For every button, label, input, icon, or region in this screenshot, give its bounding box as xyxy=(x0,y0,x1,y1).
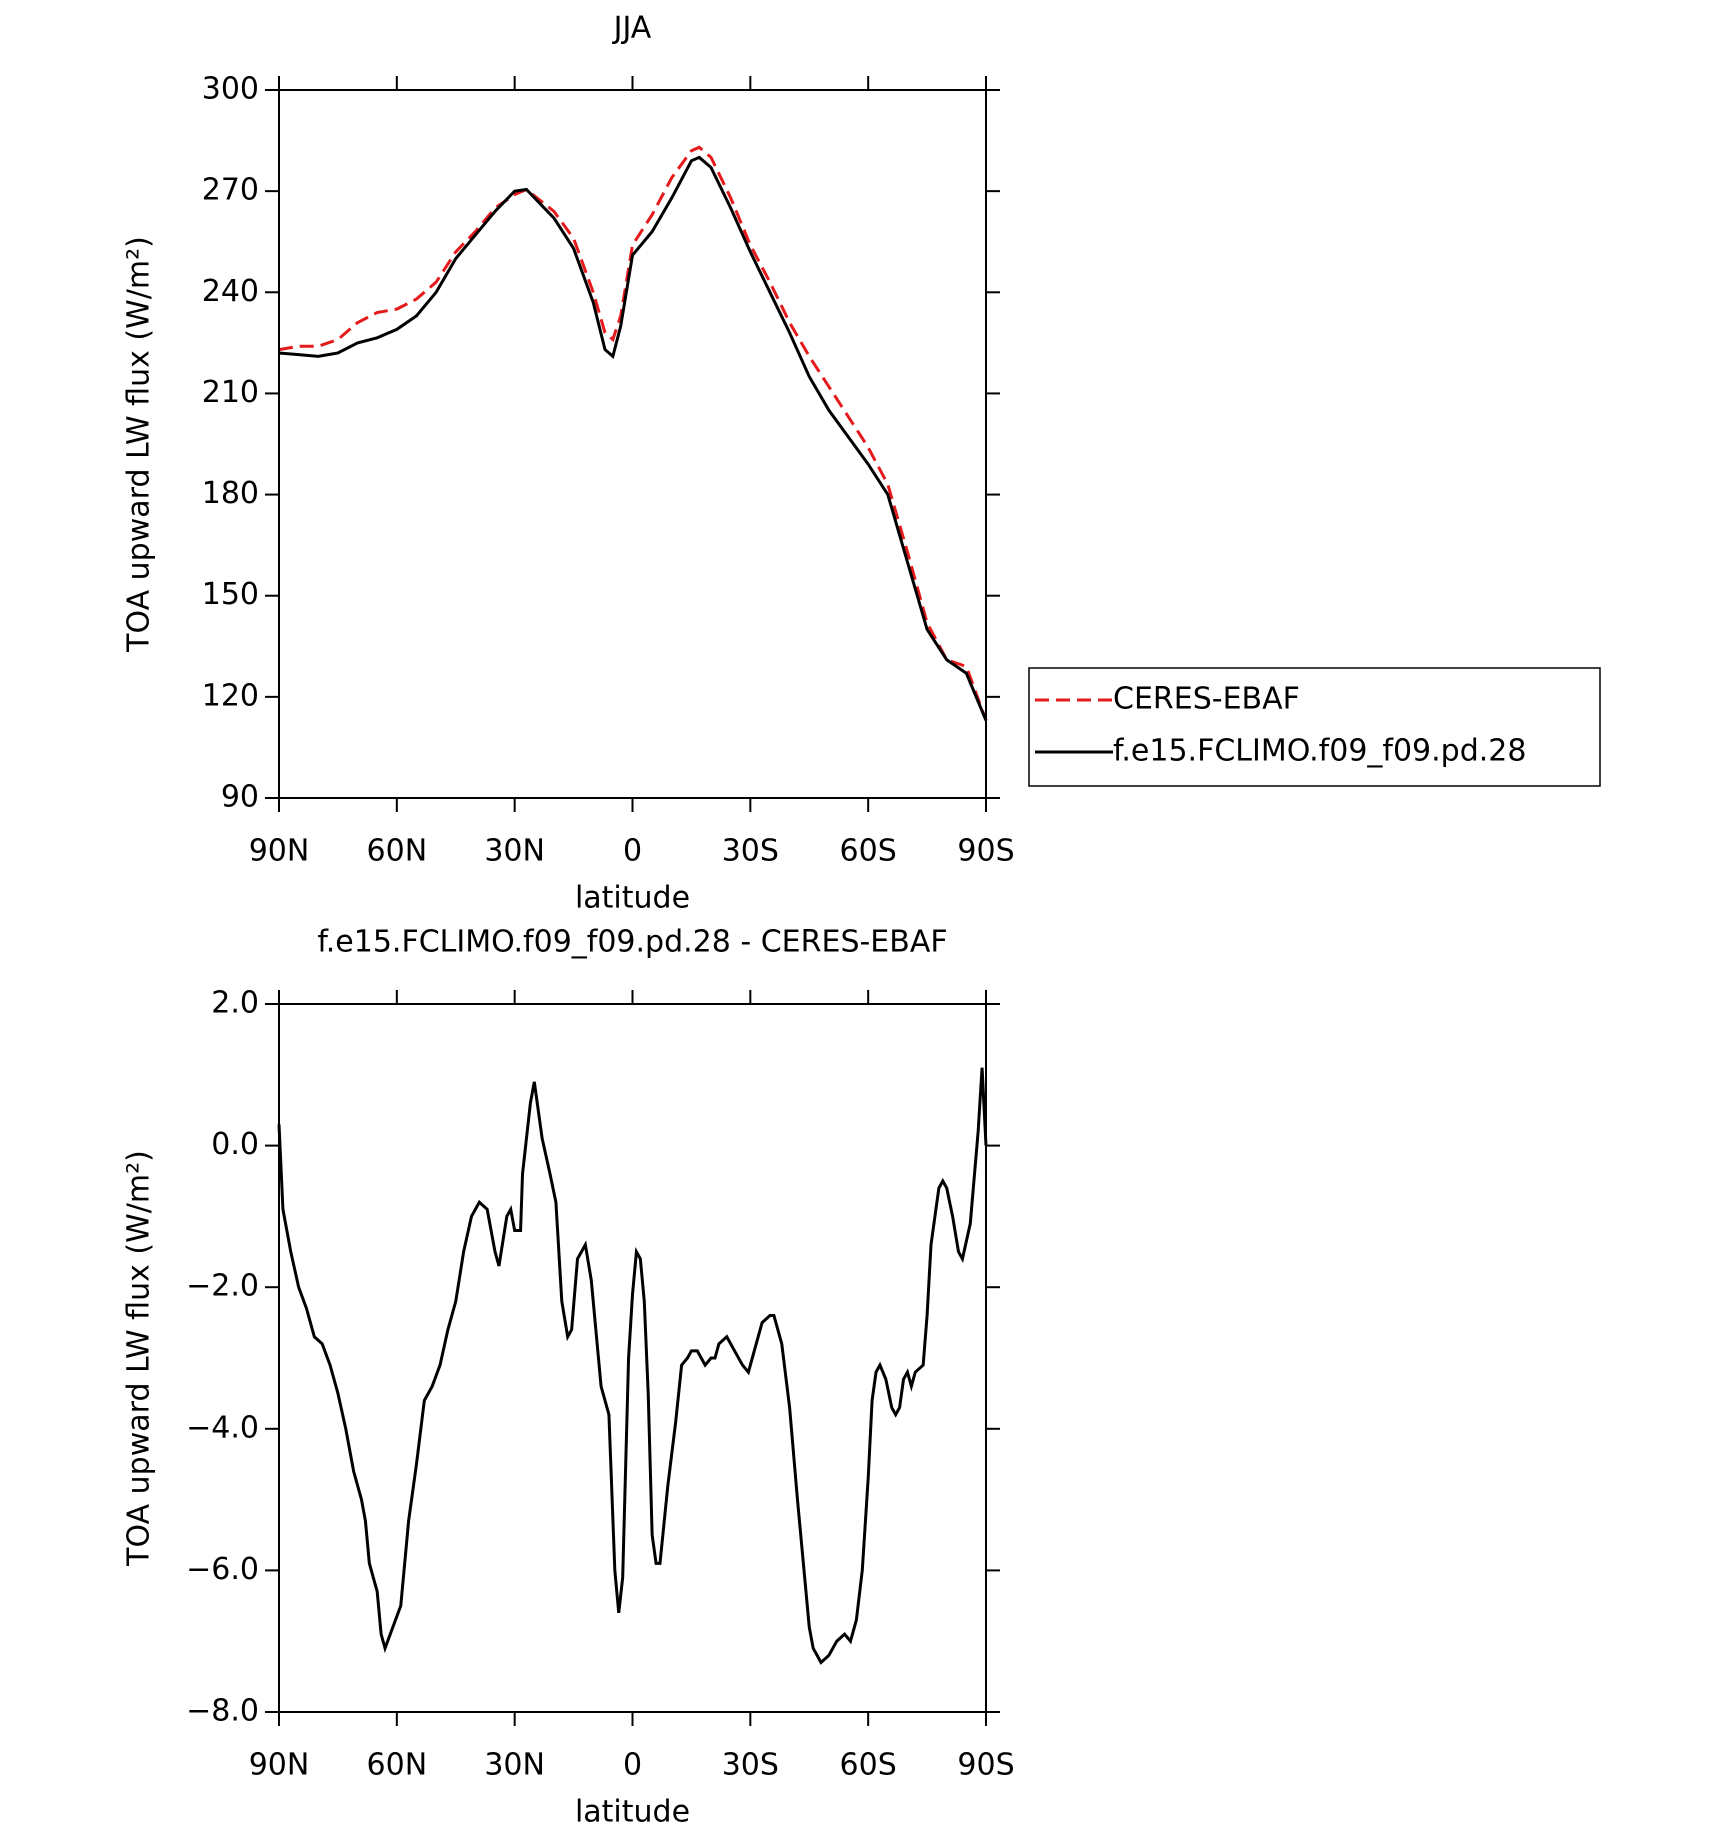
x-tick-label: 30S xyxy=(722,834,779,869)
x-tick-label: 30S xyxy=(722,1748,779,1783)
data-line xyxy=(278,155,988,722)
y-tick-label: 270 xyxy=(202,173,259,208)
x-tick-label: 60S xyxy=(840,834,897,869)
x-axis-label: latitude xyxy=(575,1795,690,1830)
y-tick-label: −4.0 xyxy=(186,1410,259,1445)
y-axis-label: TOA upward LW flux (W/m²) xyxy=(122,236,157,653)
y-tick-label: −8.0 xyxy=(186,1694,259,1729)
legend-label: CERES-EBAF xyxy=(1113,682,1300,717)
chart-title: f.e15.FCLIMO.f09_f09.pd.28 - CERES-EBAF xyxy=(317,925,947,960)
y-axis-label: TOA upward LW flux (W/m²) xyxy=(122,1150,157,1567)
x-axis-label: latitude xyxy=(575,881,690,916)
legend-label: f.e15.FCLIMO.f09_f09.pd.28 xyxy=(1113,734,1526,769)
plot-frame xyxy=(278,89,987,799)
x-tick-label: 60N xyxy=(367,1748,428,1783)
y-tick-label: 300 xyxy=(202,72,259,107)
plot-frame xyxy=(278,1003,987,1713)
x-tick-label: 90S xyxy=(957,1748,1014,1783)
y-tick-label: −2.0 xyxy=(186,1269,259,1304)
x-tick-label: 60S xyxy=(840,1748,897,1783)
y-tick-label: 210 xyxy=(202,375,259,410)
x-tick-label: 0 xyxy=(623,834,642,869)
x-tick-label: 0 xyxy=(623,1748,642,1783)
y-tick-label: 240 xyxy=(202,274,259,309)
x-tick-label: 90S xyxy=(957,834,1014,869)
x-tick-label: 90N xyxy=(249,1748,310,1783)
data-line xyxy=(277,1067,988,1665)
y-tick-label: 120 xyxy=(202,678,259,713)
x-tick-label: 60N xyxy=(367,834,428,869)
x-tick-label: 30N xyxy=(484,834,545,869)
y-tick-label: −6.0 xyxy=(186,1552,259,1587)
legend-box xyxy=(1028,667,1601,787)
y-tick-label: 0.0 xyxy=(211,1127,259,1162)
chart-title: JJA xyxy=(612,11,652,46)
x-tick-label: 90N xyxy=(249,834,310,869)
y-tick-label: 150 xyxy=(202,577,259,612)
y-tick-label: 2.0 xyxy=(211,986,259,1021)
y-tick-label: 90 xyxy=(221,780,259,815)
y-tick-label: 180 xyxy=(202,476,259,511)
x-tick-label: 30N xyxy=(484,1748,545,1783)
data-line xyxy=(278,145,988,721)
